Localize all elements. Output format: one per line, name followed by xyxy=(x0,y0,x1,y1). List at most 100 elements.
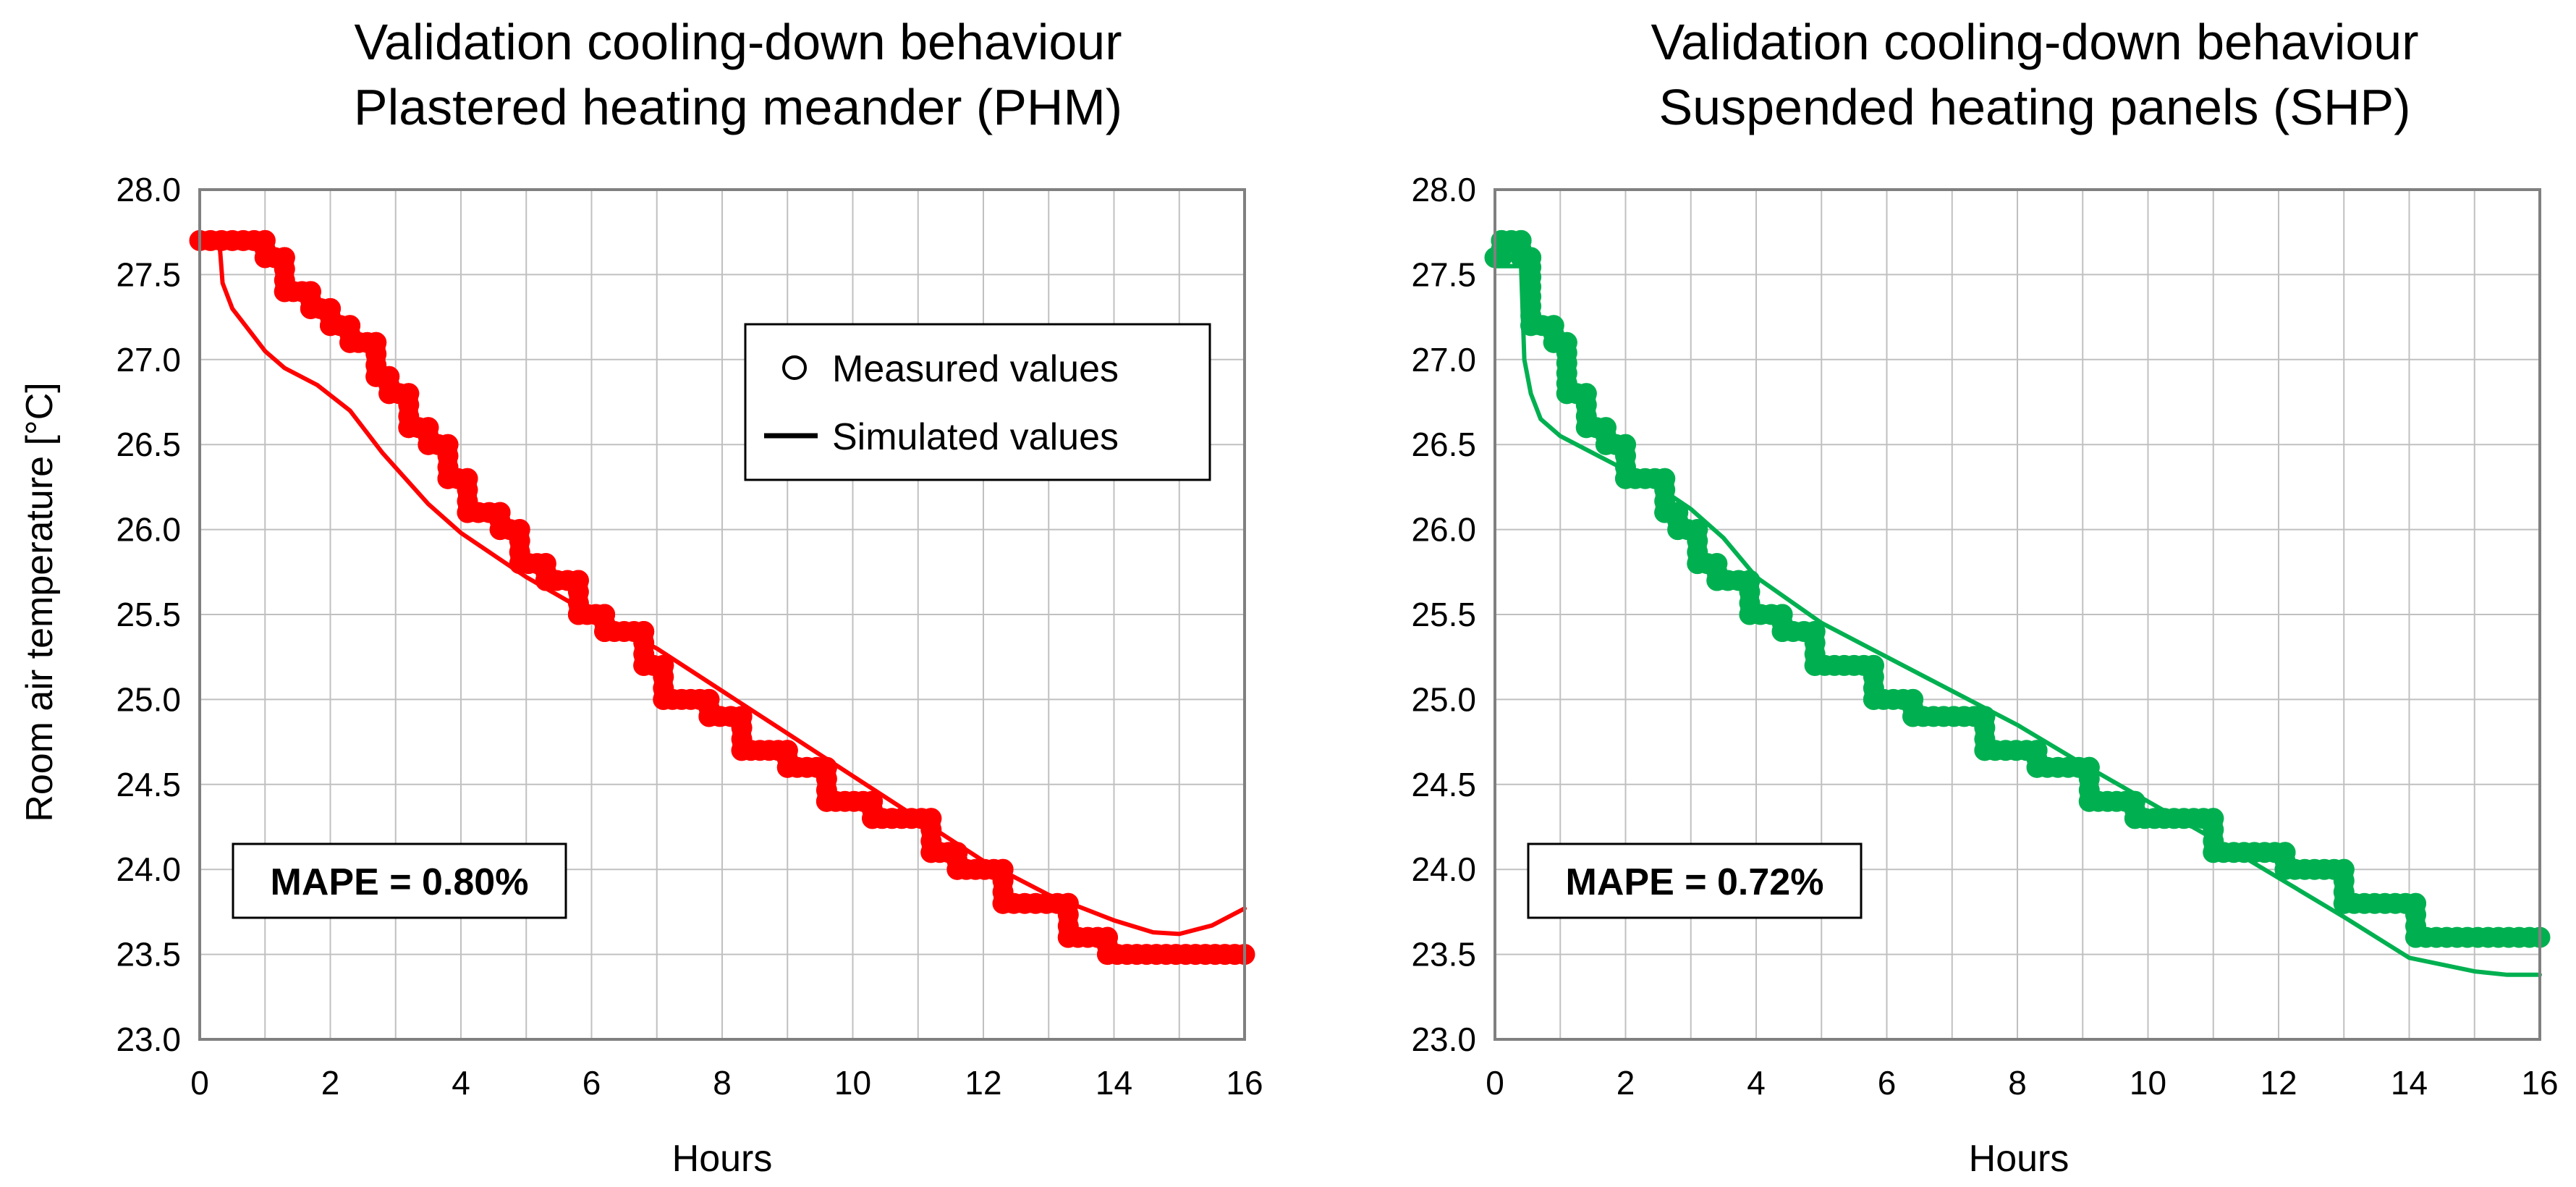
y-tick-label: 25.0 xyxy=(1411,680,1476,718)
measured-point xyxy=(378,383,400,405)
chart-title-line-1: Validation cooling-down behaviour xyxy=(354,14,1122,70)
measured-point xyxy=(274,258,295,280)
measured-point xyxy=(2078,756,2100,778)
measured-point xyxy=(1933,706,1954,727)
measured-point xyxy=(2457,926,2478,948)
mape-text: MAPE = 0.80% xyxy=(271,861,529,903)
measured-point xyxy=(709,706,731,727)
x-tick-label: 8 xyxy=(713,1064,732,1102)
chart-phm: Validation cooling-down behaviour Plaste… xyxy=(19,14,1263,1180)
legend: Measured values Simulated values xyxy=(744,323,1211,481)
measured-point xyxy=(1814,654,1836,676)
measured-point xyxy=(457,479,478,501)
measured-point xyxy=(320,315,341,337)
measured-point xyxy=(489,519,511,541)
measured-point xyxy=(2333,882,2355,903)
measured-point xyxy=(1974,728,1996,750)
measured-point xyxy=(2026,756,2048,778)
measured-point xyxy=(653,654,674,676)
measured-point xyxy=(992,858,1014,880)
plot-frame xyxy=(1494,188,2541,1041)
measured-point xyxy=(2333,892,2355,914)
measured-point xyxy=(731,717,753,738)
measured-point xyxy=(2203,830,2224,852)
measured-point xyxy=(1057,892,1079,914)
measured-point xyxy=(1077,926,1098,948)
y-tick-label: 24.5 xyxy=(116,766,181,803)
mape-annotation: MAPE = 0.72% xyxy=(1527,842,1863,919)
x-tick-label: 8 xyxy=(2008,1064,2027,1102)
measured-point xyxy=(776,756,798,778)
measured-point xyxy=(2047,756,2069,778)
measured-point xyxy=(2144,808,2165,829)
measured-point xyxy=(1145,944,1167,966)
measured-point xyxy=(437,468,459,489)
x-tick-label: 16 xyxy=(2521,1064,2558,1102)
measured-point xyxy=(2478,926,2499,948)
legend-marker-measured xyxy=(782,355,807,380)
measured-point xyxy=(1204,944,1226,966)
measured-point xyxy=(1834,654,1855,676)
measured-point xyxy=(567,581,589,603)
plot-frame xyxy=(198,188,1246,1041)
x-axis-label: Hours xyxy=(1969,1138,2069,1180)
measured-point xyxy=(556,570,578,591)
measured-point xyxy=(1912,706,1934,727)
measured-point xyxy=(796,756,818,778)
measured-point xyxy=(2354,892,2376,914)
measured-point xyxy=(1003,892,1025,914)
measured-point xyxy=(365,343,387,365)
measured-point xyxy=(1014,892,1035,914)
measured-point xyxy=(1126,944,1148,966)
measured-point xyxy=(1943,706,1965,727)
measured-point xyxy=(1156,944,1177,966)
x-tick-label: 2 xyxy=(321,1064,340,1102)
series-simulated-line xyxy=(1493,263,2542,977)
y-tick-label: 26.0 xyxy=(116,511,181,549)
measured-point xyxy=(1195,944,1216,966)
measured-point xyxy=(1974,740,1996,761)
measured-point xyxy=(1706,570,1728,591)
measured-point xyxy=(2415,926,2437,948)
measured-point xyxy=(1863,654,1884,676)
x-tick-label: 6 xyxy=(582,1064,601,1102)
measured-point xyxy=(1863,688,1884,710)
y-tick-label: 26.5 xyxy=(116,426,181,463)
measured-point xyxy=(653,666,674,688)
x-tick-label: 0 xyxy=(190,1064,209,1102)
measured-point xyxy=(274,247,295,269)
x-tick-label: 12 xyxy=(2260,1064,2297,1102)
measured-point xyxy=(2254,842,2276,863)
measured-point xyxy=(1491,229,1512,251)
mape-box xyxy=(232,842,567,919)
y-tick-labels: 23.0 23.5 24.0 24.5 25.0 25.5 26.0 26.5 27.0 27.5… xyxy=(116,171,181,1058)
x-tick-label: 12 xyxy=(965,1064,1001,1102)
measured-point xyxy=(418,434,439,455)
measured-point xyxy=(1823,654,1845,676)
measured-point xyxy=(787,756,808,778)
chart-shp: Validation cooling-down behaviour Suspen… xyxy=(1411,14,2558,1180)
x-axis-label: Hours xyxy=(672,1138,773,1180)
measured-point xyxy=(1717,570,1739,591)
measured-point xyxy=(546,570,567,591)
measured-point xyxy=(1687,553,1708,575)
chart-title-line-2: Plastered heating meander (PHM) xyxy=(354,79,1122,135)
measured-point xyxy=(1556,363,1577,384)
measured-point xyxy=(2313,858,2335,880)
y-tick-label: 28.0 xyxy=(1411,171,1476,208)
measured-point xyxy=(1687,519,1708,541)
measured-point xyxy=(1136,944,1158,966)
chart-title-line-2: Suspended heating panels (SHP) xyxy=(1658,79,2410,135)
measured-point xyxy=(1804,632,1826,654)
measured-point xyxy=(2498,926,2520,948)
measured-point xyxy=(2405,926,2426,948)
measured-point xyxy=(1106,944,1128,966)
measured-point xyxy=(2519,926,2541,948)
x-tick-label: 10 xyxy=(2130,1064,2166,1102)
measured-point xyxy=(2374,892,2396,914)
measured-point xyxy=(457,468,478,489)
y-tick-label: 23.0 xyxy=(116,1021,181,1058)
measured-point xyxy=(254,247,276,269)
x-tick-label: 14 xyxy=(1096,1064,1132,1102)
y-tick-label: 28.0 xyxy=(116,171,181,208)
